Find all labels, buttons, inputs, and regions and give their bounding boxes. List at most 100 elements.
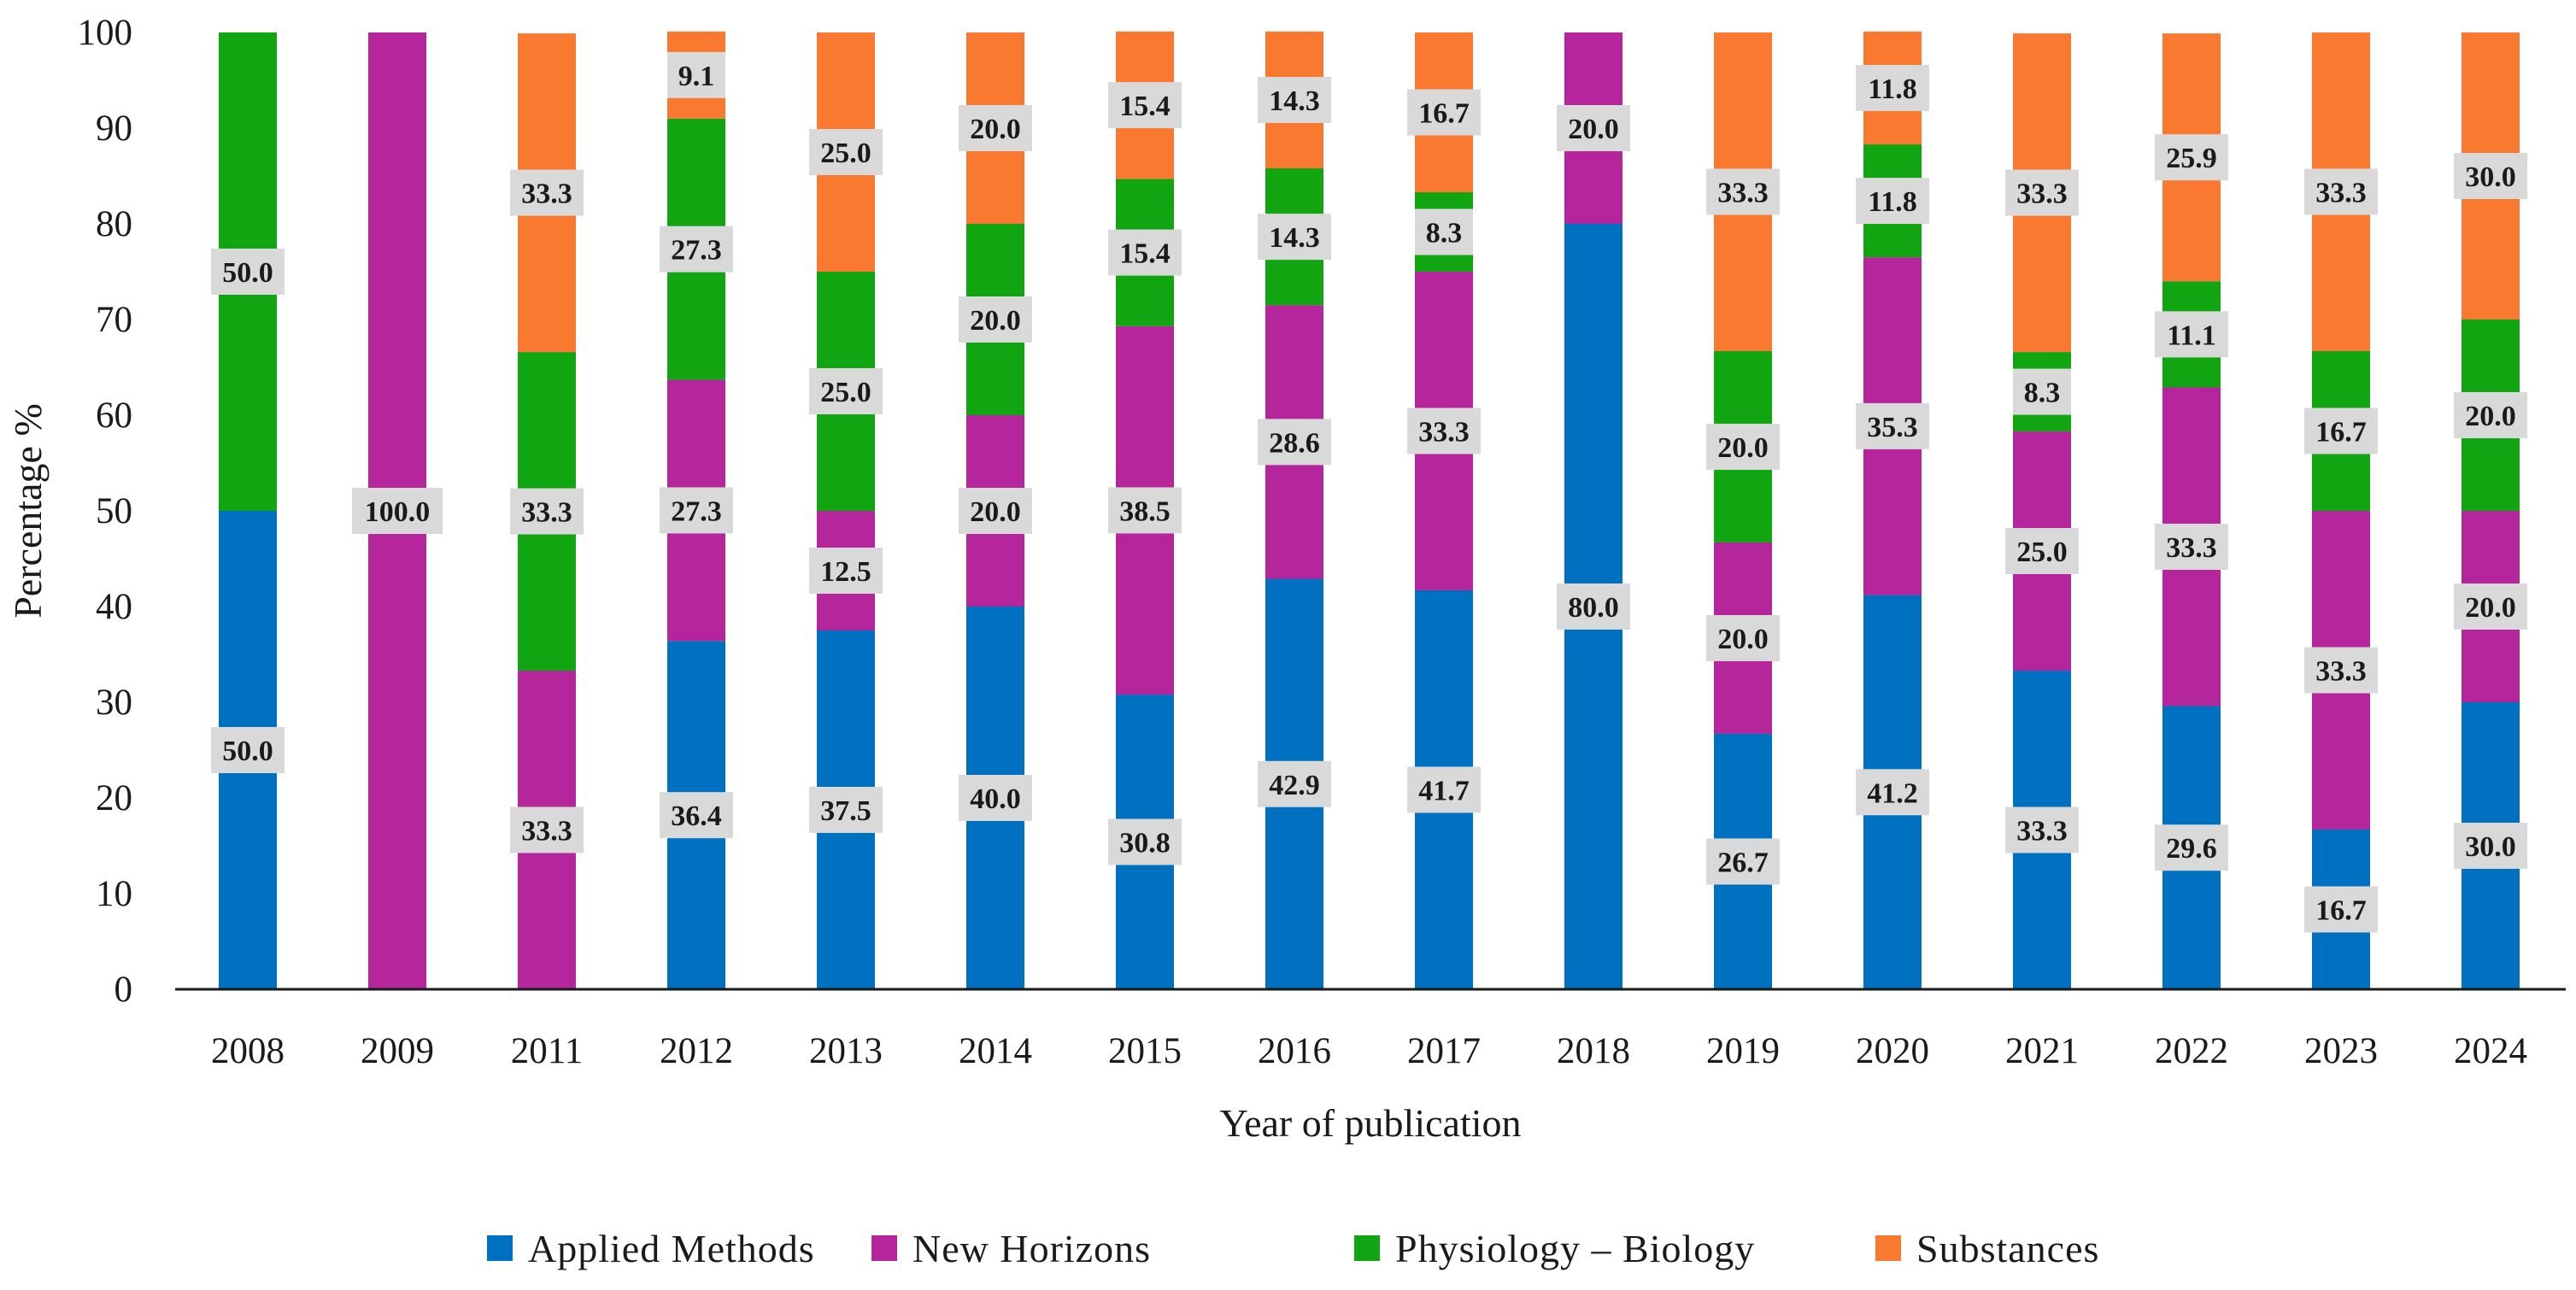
data-label: 42.9: [1269, 770, 1320, 801]
data-label: 36.4: [671, 800, 722, 832]
data-label: 27.3: [671, 495, 722, 527]
y-axis-title: Percentage %: [6, 403, 50, 619]
data-label: 20.0: [2465, 592, 2516, 624]
data-label: 35.3: [1867, 412, 1918, 443]
data-label: 40.0: [970, 783, 1021, 815]
data-label-box: [1108, 82, 1182, 129]
data-label: 50.0: [222, 257, 273, 289]
x-tick-label: 2024: [2454, 1031, 2527, 1071]
data-label-box: [660, 487, 733, 534]
data-label-box: [1706, 423, 1780, 470]
data-label-box: [510, 169, 584, 216]
x-tick-label: 2022: [2155, 1031, 2228, 1071]
data-label-box: [809, 548, 883, 594]
data-label: 37.5: [820, 795, 871, 827]
y-tick-label: 10: [96, 874, 132, 914]
data-label-box: [211, 727, 285, 773]
x-axis-ticks: 2008 2009 2011 2012 2013 2014 2015 2016 2017 2018…: [211, 1031, 2527, 1071]
x-axis-title: Year of publication: [1219, 1101, 1521, 1145]
data-label-box: [2005, 806, 2079, 853]
data-label: 14.3: [1269, 85, 1320, 117]
x-tick-label: 2023: [2304, 1031, 2378, 1071]
data-label: 20.0: [1717, 432, 1769, 464]
data-label-box: [2454, 823, 2527, 869]
data-label-box: [1258, 76, 1331, 123]
data-label-box: [1407, 89, 1481, 136]
data-label-box: [2155, 824, 2228, 871]
data-label: 20.0: [970, 496, 1021, 528]
data-label: 8.3: [1426, 218, 1463, 249]
data-label-box: [2155, 524, 2228, 570]
data-label: 11.8: [1868, 73, 1917, 105]
data-label: 25.0: [2016, 537, 2068, 568]
data-label-box: [1856, 769, 1929, 816]
data-label: 20.0: [1568, 114, 1619, 145]
data-label-box: [352, 488, 443, 534]
data-label: 30.0: [2465, 161, 2516, 193]
data-labels: 50.0 50.0 100.0 33.3 33.3 33.3 36.4 27.3 27.3 9.1…: [211, 51, 2527, 933]
data-label-box: [211, 249, 285, 295]
data-label-box: [2454, 392, 2527, 438]
data-label: 41.7: [1418, 775, 1470, 806]
y-tick-label: 0: [114, 970, 133, 1010]
data-label-box: [2454, 153, 2527, 199]
data-label: 29.6: [2166, 833, 2217, 865]
data-label-box: [1856, 178, 1929, 225]
data-label-box: [959, 775, 1032, 821]
data-label: 20.0: [970, 305, 1021, 337]
legend: Applied Methods New Horizons Physiology – …: [487, 1227, 2099, 1270]
data-label: 33.3: [2016, 816, 2068, 847]
legend-label: Applied Methods: [528, 1227, 815, 1270]
data-label: 16.7: [2315, 416, 2367, 448]
legend-swatch: [487, 1235, 513, 1261]
data-label: 33.3: [521, 816, 572, 847]
x-tick-label: 2009: [361, 1031, 434, 1071]
data-label-box: [2304, 647, 2378, 694]
data-label-box: [1108, 229, 1182, 276]
data-label-box: [1557, 105, 1630, 151]
data-label-box: [2005, 528, 2079, 575]
data-label: 50.0: [222, 736, 273, 767]
data-label-box: [1108, 818, 1182, 865]
data-label: 26.7: [1717, 847, 1769, 878]
y-tick-label: 80: [96, 204, 132, 244]
data-label: 30.0: [2465, 831, 2516, 863]
y-tick-label: 60: [96, 396, 132, 436]
data-label-box: [2304, 168, 2378, 215]
data-label-box: [510, 488, 584, 535]
data-label-box: [809, 129, 883, 175]
legend-label: Substances: [1916, 1227, 2099, 1270]
data-label: 33.3: [1717, 177, 1769, 208]
x-tick-label: 2008: [211, 1031, 285, 1071]
data-label: 15.4: [1119, 91, 1171, 122]
data-label: 41.2: [1867, 777, 1918, 809]
data-label: 33.3: [2315, 655, 2367, 687]
x-tick-label: 2015: [1108, 1031, 1182, 1071]
data-label-box: [1706, 168, 1780, 215]
x-tick-label: 2020: [1856, 1031, 1929, 1071]
data-label-box: [2304, 886, 2378, 933]
x-tick-label: 2014: [959, 1031, 1032, 1071]
y-tick-label: 90: [96, 108, 132, 149]
data-label-box: [1258, 760, 1331, 807]
data-label-box: [1557, 583, 1630, 630]
legend-label: Physiology – Biology: [1395, 1227, 1755, 1270]
legend-swatch: [871, 1235, 897, 1261]
data-label: 33.3: [2315, 177, 2367, 208]
x-tick-label: 2018: [1557, 1031, 1630, 1071]
data-label-box: [1706, 838, 1780, 885]
data-label: 11.8: [1868, 186, 1917, 218]
y-tick-label: 40: [96, 587, 132, 627]
data-label: 15.4: [1119, 238, 1171, 270]
data-label-box: [2155, 134, 2228, 181]
data-label: 33.3: [1418, 416, 1470, 448]
data-label-box: [1856, 64, 1929, 111]
data-label: 20.0: [2465, 401, 2516, 432]
data-label: 25.0: [820, 377, 871, 408]
y-tick-label: 20: [96, 778, 132, 818]
data-label: 38.5: [1119, 495, 1171, 527]
y-tick-label: 70: [96, 300, 132, 340]
data-label-box: [1108, 487, 1182, 534]
x-tick-label: 2017: [1407, 1031, 1481, 1071]
data-label-box: [959, 488, 1032, 534]
